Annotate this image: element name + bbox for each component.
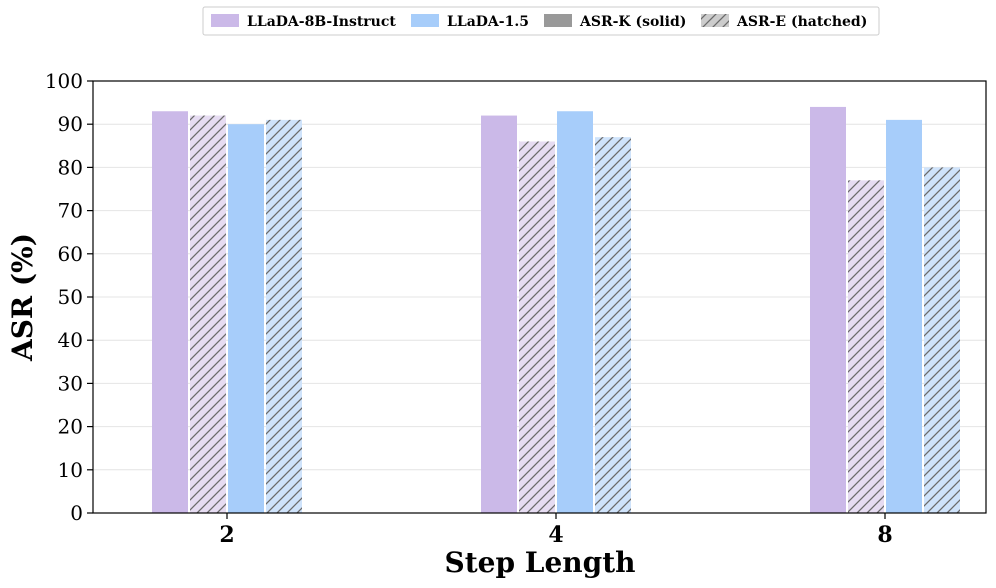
y-tick-label: 100	[45, 69, 83, 93]
bar	[886, 119, 922, 513]
legend-swatch-hatch	[701, 14, 729, 27]
bar-hatch	[848, 180, 884, 514]
legend-label: ASR-K (solid)	[579, 14, 686, 30]
legend: LLaDA-8B-Instruct LLaDA-1.5 ASR-K (solid) A…	[202, 6, 880, 36]
bar	[152, 111, 188, 514]
y-axis: 0 10 20 30 40 50 60 70 80 90 100	[45, 69, 93, 525]
y-tick-label: 30	[58, 371, 83, 395]
bar-hatch	[595, 137, 631, 513]
bar-hatch	[519, 141, 555, 514]
legend-label: ASR-E (hatched)	[736, 14, 867, 30]
y-tick-label: 50	[58, 285, 83, 309]
legend-swatch	[211, 14, 239, 27]
x-tick-label: 8	[877, 522, 892, 548]
y-axis-label: ASR (%)	[6, 233, 39, 362]
bar-hatch	[924, 167, 960, 513]
y-tick-label: 90	[58, 112, 83, 136]
legend-swatch	[411, 14, 439, 27]
y-tick-label: 10	[58, 458, 83, 482]
y-tick-label: 60	[58, 242, 83, 266]
y-tick-label: 70	[58, 199, 83, 223]
bar	[228, 124, 264, 513]
y-tick-label: 40	[58, 328, 83, 352]
legend-label: LLaDA-1.5	[447, 14, 529, 30]
bar	[481, 115, 517, 513]
bar	[557, 111, 593, 514]
y-tick-label: 0	[70, 501, 83, 525]
y-tick-label: 80	[58, 155, 83, 179]
x-tick-label: 2	[219, 522, 234, 548]
bars	[152, 106, 960, 514]
bar-hatch	[190, 115, 226, 513]
bar	[810, 106, 846, 514]
x-axis: 2 4 8	[219, 513, 893, 548]
x-axis-label: Step Length	[444, 546, 635, 579]
legend-label: LLaDA-8B-Instruct	[247, 14, 396, 30]
y-tick-label: 20	[58, 415, 83, 439]
x-tick-label: 4	[548, 522, 563, 548]
bar-hatch	[266, 119, 302, 513]
legend-swatch	[544, 14, 572, 27]
